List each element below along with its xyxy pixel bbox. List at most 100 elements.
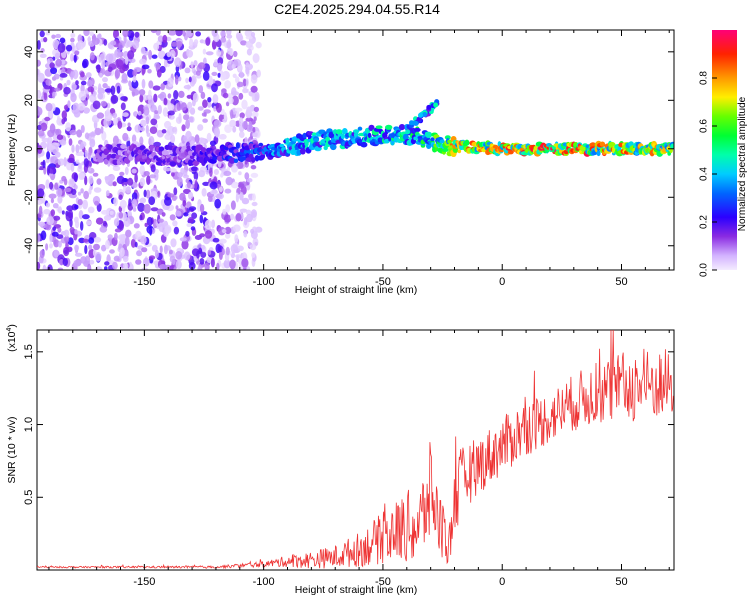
spectrogram-noise-cell: [79, 143, 85, 150]
spectrogram-noise-cell: [228, 97, 234, 104]
spectrogram-noise-cell: [102, 83, 108, 89]
spectrogram-noise-cell: [113, 218, 120, 227]
spectrogram-noise-cell: [157, 94, 165, 99]
spectrogram-noise-cell: [175, 30, 183, 37]
spectrogram-noise-cell: [46, 140, 53, 151]
spectrogram-noise-cell: [61, 110, 67, 120]
spectrogram-noise-cell: [130, 238, 136, 248]
spectrogram-noise-cell: [238, 92, 244, 100]
spectrogram-noise-cell: [110, 85, 116, 96]
spectrogram-noise-cell: [77, 102, 86, 111]
spectrogram-noise-cell: [239, 191, 244, 201]
spectrogram-noise-cell: [104, 261, 110, 266]
spectrogram-trace-cell: [589, 142, 597, 148]
spectrogram-noise-cell: [94, 251, 102, 262]
spectrogram-noise-cell: [255, 41, 262, 49]
spectrogram-noise-cell: [210, 257, 215, 268]
spectrogram-noise-cell: [223, 112, 227, 121]
spectrogram-noise-cell: [232, 224, 241, 232]
spectrogram-noise-cell: [37, 188, 45, 198]
spectrogram-noise-cell: [54, 151, 61, 158]
spectrogram-noise-cell: [167, 110, 175, 116]
spectrogram-noise-cell: [158, 223, 165, 232]
spectrogram-noise-cell: [82, 214, 90, 220]
spectrogram-noise-cell: [61, 210, 65, 215]
spectrogram-noise-cell: [37, 130, 45, 137]
spectrogram-noise-cell: [82, 60, 87, 69]
spectrogram-noise-cell: [122, 30, 129, 38]
spectrogram-noise-cell: [80, 188, 84, 194]
spectrogram-noise-cell: [139, 197, 147, 204]
spectrogram-trace-cell: [120, 144, 127, 149]
spectrogram-noise-cell: [77, 198, 83, 206]
spectrogram-noise-cell: [245, 78, 249, 87]
spectrogram-noise-cell: [62, 257, 68, 267]
spectrogram-noise-cell: [207, 249, 212, 255]
spectrogram-noise-cell: [186, 49, 194, 58]
spectrogram-noise-cell: [113, 197, 118, 207]
spectrogram-noise-cell: [199, 233, 206, 238]
spectrogram-noise-cell: [56, 187, 63, 198]
spectrogram-noise-cell: [232, 50, 238, 58]
spectrogram-noise-cell: [190, 61, 194, 69]
spectrogram-trace-cell: [169, 161, 177, 167]
spectrogram-noise-cell: [188, 206, 197, 212]
spectrogram-noise-cell: [148, 80, 154, 89]
snr-x-label: Height of straight line (km): [295, 584, 418, 596]
spectrogram-noise-cell: [147, 98, 155, 106]
spectrogram-y-ticks: -40 -20 0 20 40: [23, 46, 674, 254]
spectrogram-noise-cell: [103, 214, 112, 221]
spectrogram-noise-cell: [105, 53, 114, 63]
spectrogram-noise-cell: [110, 94, 119, 104]
spectrogram-noise-cell: [175, 251, 183, 260]
spectrogram-noise-cell: [236, 161, 244, 169]
spectrogram-noise-cell: [63, 104, 69, 111]
spectrogram-noise-cell: [134, 68, 138, 76]
spectrogram-noise-cell: [133, 111, 138, 117]
spectrogram-noise-cell: [126, 126, 132, 132]
spectrogram-noise-cell: [37, 59, 41, 67]
spectrogram-noise-cell: [62, 246, 70, 257]
spectrogram-noise-cell: [219, 238, 227, 244]
spectrogram-noise-cell: [140, 235, 147, 245]
spectrogram-noise-cell: [207, 97, 212, 103]
spectrogram-noise-cell: [216, 193, 224, 200]
spectrogram-noise-cell: [121, 73, 128, 83]
spectrogram-noise-cell: [245, 40, 253, 49]
spectrogram-noise-cell: [93, 236, 102, 243]
spectrogram-noise-cell: [238, 171, 242, 176]
spectrogram-noise-cell: [137, 110, 142, 116]
spectrogram-noise-cell: [226, 41, 232, 49]
spectrogram-noise-cell: [70, 92, 77, 103]
spectrogram-branch-cell: [433, 102, 439, 108]
spectrogram-noise-cell: [119, 199, 127, 209]
spectrogram-noise-cell: [186, 181, 191, 189]
spectrogram-noise-cell: [194, 179, 198, 190]
spectrogram-noise-cell: [246, 178, 253, 183]
spectrogram-noise-cell: [239, 208, 248, 213]
spectrogram-noise-cell: [179, 237, 187, 242]
spectrogram-noise-cell: [46, 165, 50, 176]
spectrogram-noise-cell: [87, 151, 91, 160]
spectrogram-trace-cell: [398, 124, 406, 131]
snr-y-ticks: 0.5 1.0 1.5: [23, 344, 674, 505]
spectrogram-noise-cell: [141, 247, 148, 253]
spectrogram-noise-cell: [188, 116, 194, 123]
spectrogram-noise-cell: [147, 68, 152, 74]
spectrogram-noise-cell: [157, 104, 162, 115]
spectrogram-noise-cell: [171, 41, 178, 47]
spectrogram-noise-cell: [153, 115, 161, 120]
x-tick-label: -150: [133, 276, 155, 288]
spectrogram-noise-cell: [186, 94, 193, 99]
spectrogram-noise-cell: [140, 127, 145, 132]
spectrogram-noise-cell: [74, 229, 78, 235]
spectrogram-noise-cell: [37, 72, 45, 83]
spectrogram-trace-cell: [353, 129, 360, 134]
spectrogram-noise-cell: [117, 120, 123, 129]
spectrogram-noise-cell: [47, 109, 54, 119]
spectrogram-noise-cell: [139, 136, 144, 146]
colorbar-tick-label: 0.0: [699, 263, 710, 277]
spectrogram-noise-cell: [57, 240, 62, 248]
spectrogram-noise-cell: [185, 30, 193, 37]
